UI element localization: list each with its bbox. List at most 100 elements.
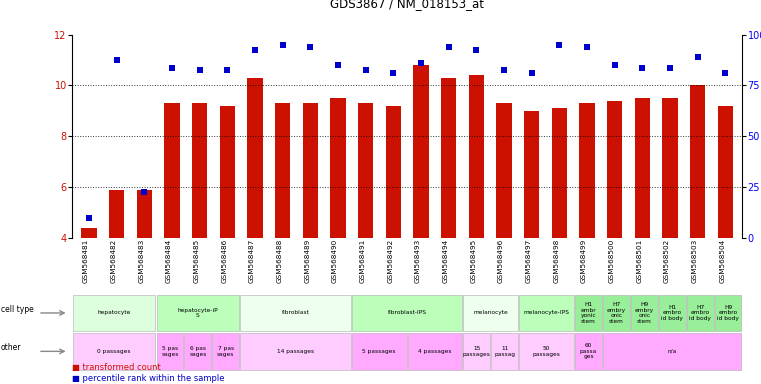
Point bbox=[636, 65, 648, 71]
Text: hepatocyte-iP
S: hepatocyte-iP S bbox=[177, 308, 218, 318]
Point bbox=[83, 215, 95, 221]
Point bbox=[581, 44, 593, 50]
Point bbox=[553, 42, 565, 48]
Bar bbox=[603, 333, 741, 370]
Text: cell type: cell type bbox=[1, 305, 33, 314]
Point bbox=[139, 189, 151, 195]
Text: fibroblast-IPS: fibroblast-IPS bbox=[387, 310, 427, 316]
Point bbox=[664, 65, 676, 71]
Text: melanocyte-IPS: melanocyte-IPS bbox=[524, 310, 570, 316]
Text: GSM568484: GSM568484 bbox=[166, 239, 172, 283]
Point bbox=[470, 47, 482, 53]
Bar bbox=[157, 295, 239, 331]
Bar bbox=[463, 333, 490, 370]
Text: H9
embro
id body: H9 embro id body bbox=[717, 305, 739, 321]
Text: H1
embro
id body: H1 embro id body bbox=[661, 305, 683, 321]
Bar bbox=[463, 295, 518, 331]
Text: GSM568490: GSM568490 bbox=[332, 239, 338, 283]
Text: 5 passages: 5 passages bbox=[362, 349, 396, 354]
Text: GSM568492: GSM568492 bbox=[387, 239, 393, 283]
Bar bbox=[164, 103, 180, 340]
Point bbox=[387, 70, 400, 76]
Text: n/a: n/a bbox=[667, 349, 677, 354]
Text: GSM568486: GSM568486 bbox=[221, 239, 228, 283]
Text: GSM568485: GSM568485 bbox=[193, 239, 199, 283]
Text: GSM568495: GSM568495 bbox=[470, 239, 476, 283]
Bar bbox=[408, 333, 463, 370]
Bar bbox=[662, 98, 677, 340]
Bar bbox=[73, 295, 155, 331]
Point bbox=[304, 44, 317, 50]
Bar bbox=[192, 103, 207, 340]
Text: hepatocyte: hepatocyte bbox=[97, 310, 131, 316]
Bar bbox=[212, 333, 239, 370]
Text: GSM568502: GSM568502 bbox=[664, 239, 670, 283]
Bar bbox=[575, 295, 602, 331]
Text: GSM568504: GSM568504 bbox=[719, 239, 725, 283]
Point bbox=[249, 47, 261, 53]
Bar bbox=[240, 333, 351, 370]
Point bbox=[719, 70, 731, 76]
Text: GSM568503: GSM568503 bbox=[692, 239, 698, 283]
Bar bbox=[492, 333, 518, 370]
Bar bbox=[631, 295, 658, 331]
Bar bbox=[247, 78, 263, 340]
Point bbox=[110, 57, 123, 63]
Bar bbox=[715, 295, 741, 331]
Text: GSM568498: GSM568498 bbox=[553, 239, 559, 283]
Bar bbox=[686, 295, 714, 331]
Text: 11
passag: 11 passag bbox=[495, 346, 515, 357]
Text: H9
embry
onic
stem: H9 embry onic stem bbox=[635, 302, 654, 324]
Text: 5 pas
sages: 5 pas sages bbox=[161, 346, 179, 357]
Text: GSM568491: GSM568491 bbox=[360, 239, 365, 283]
Point bbox=[276, 42, 288, 48]
Bar bbox=[109, 190, 124, 340]
Point bbox=[193, 67, 205, 73]
Text: 14 passages: 14 passages bbox=[277, 349, 314, 354]
Bar bbox=[352, 295, 463, 331]
Bar bbox=[240, 295, 351, 331]
Text: GSM568483: GSM568483 bbox=[139, 239, 145, 283]
Bar bbox=[137, 190, 152, 340]
Point bbox=[609, 62, 621, 68]
Text: GSM568500: GSM568500 bbox=[609, 239, 615, 283]
Bar bbox=[330, 98, 345, 340]
Bar bbox=[157, 333, 183, 370]
Text: 0 passages: 0 passages bbox=[97, 349, 131, 354]
Bar bbox=[519, 295, 574, 331]
Bar bbox=[81, 228, 97, 340]
Bar bbox=[441, 78, 457, 340]
Bar bbox=[469, 75, 484, 340]
Text: GSM568482: GSM568482 bbox=[110, 239, 116, 283]
Point bbox=[359, 67, 371, 73]
Text: GSM568501: GSM568501 bbox=[636, 239, 642, 283]
Bar bbox=[358, 103, 373, 340]
Text: H7
embro
id body: H7 embro id body bbox=[689, 305, 711, 321]
Text: GSM568497: GSM568497 bbox=[526, 239, 532, 283]
Bar bbox=[603, 295, 630, 331]
Bar bbox=[386, 106, 401, 340]
Text: ■ percentile rank within the sample: ■ percentile rank within the sample bbox=[72, 374, 224, 383]
Text: GSM568499: GSM568499 bbox=[581, 239, 587, 283]
Text: GSM568489: GSM568489 bbox=[304, 239, 310, 283]
Text: 15
passages: 15 passages bbox=[463, 346, 491, 357]
Bar bbox=[303, 103, 318, 340]
Text: 6 pas
sages: 6 pas sages bbox=[189, 346, 206, 357]
Bar bbox=[635, 98, 650, 340]
Text: GDS3867 / NM_018153_at: GDS3867 / NM_018153_at bbox=[330, 0, 484, 10]
Point bbox=[166, 65, 178, 71]
Text: GSM568496: GSM568496 bbox=[498, 239, 504, 283]
Bar bbox=[73, 333, 155, 370]
Bar bbox=[607, 101, 622, 340]
Bar bbox=[659, 295, 686, 331]
Text: GSM568481: GSM568481 bbox=[83, 239, 89, 283]
Bar bbox=[413, 65, 428, 340]
Bar bbox=[575, 333, 602, 370]
Bar bbox=[718, 106, 733, 340]
Point bbox=[498, 67, 510, 73]
Text: GSM568488: GSM568488 bbox=[276, 239, 282, 283]
Bar bbox=[352, 333, 406, 370]
Bar bbox=[579, 103, 594, 340]
Bar bbox=[184, 333, 212, 370]
Point bbox=[692, 55, 704, 61]
